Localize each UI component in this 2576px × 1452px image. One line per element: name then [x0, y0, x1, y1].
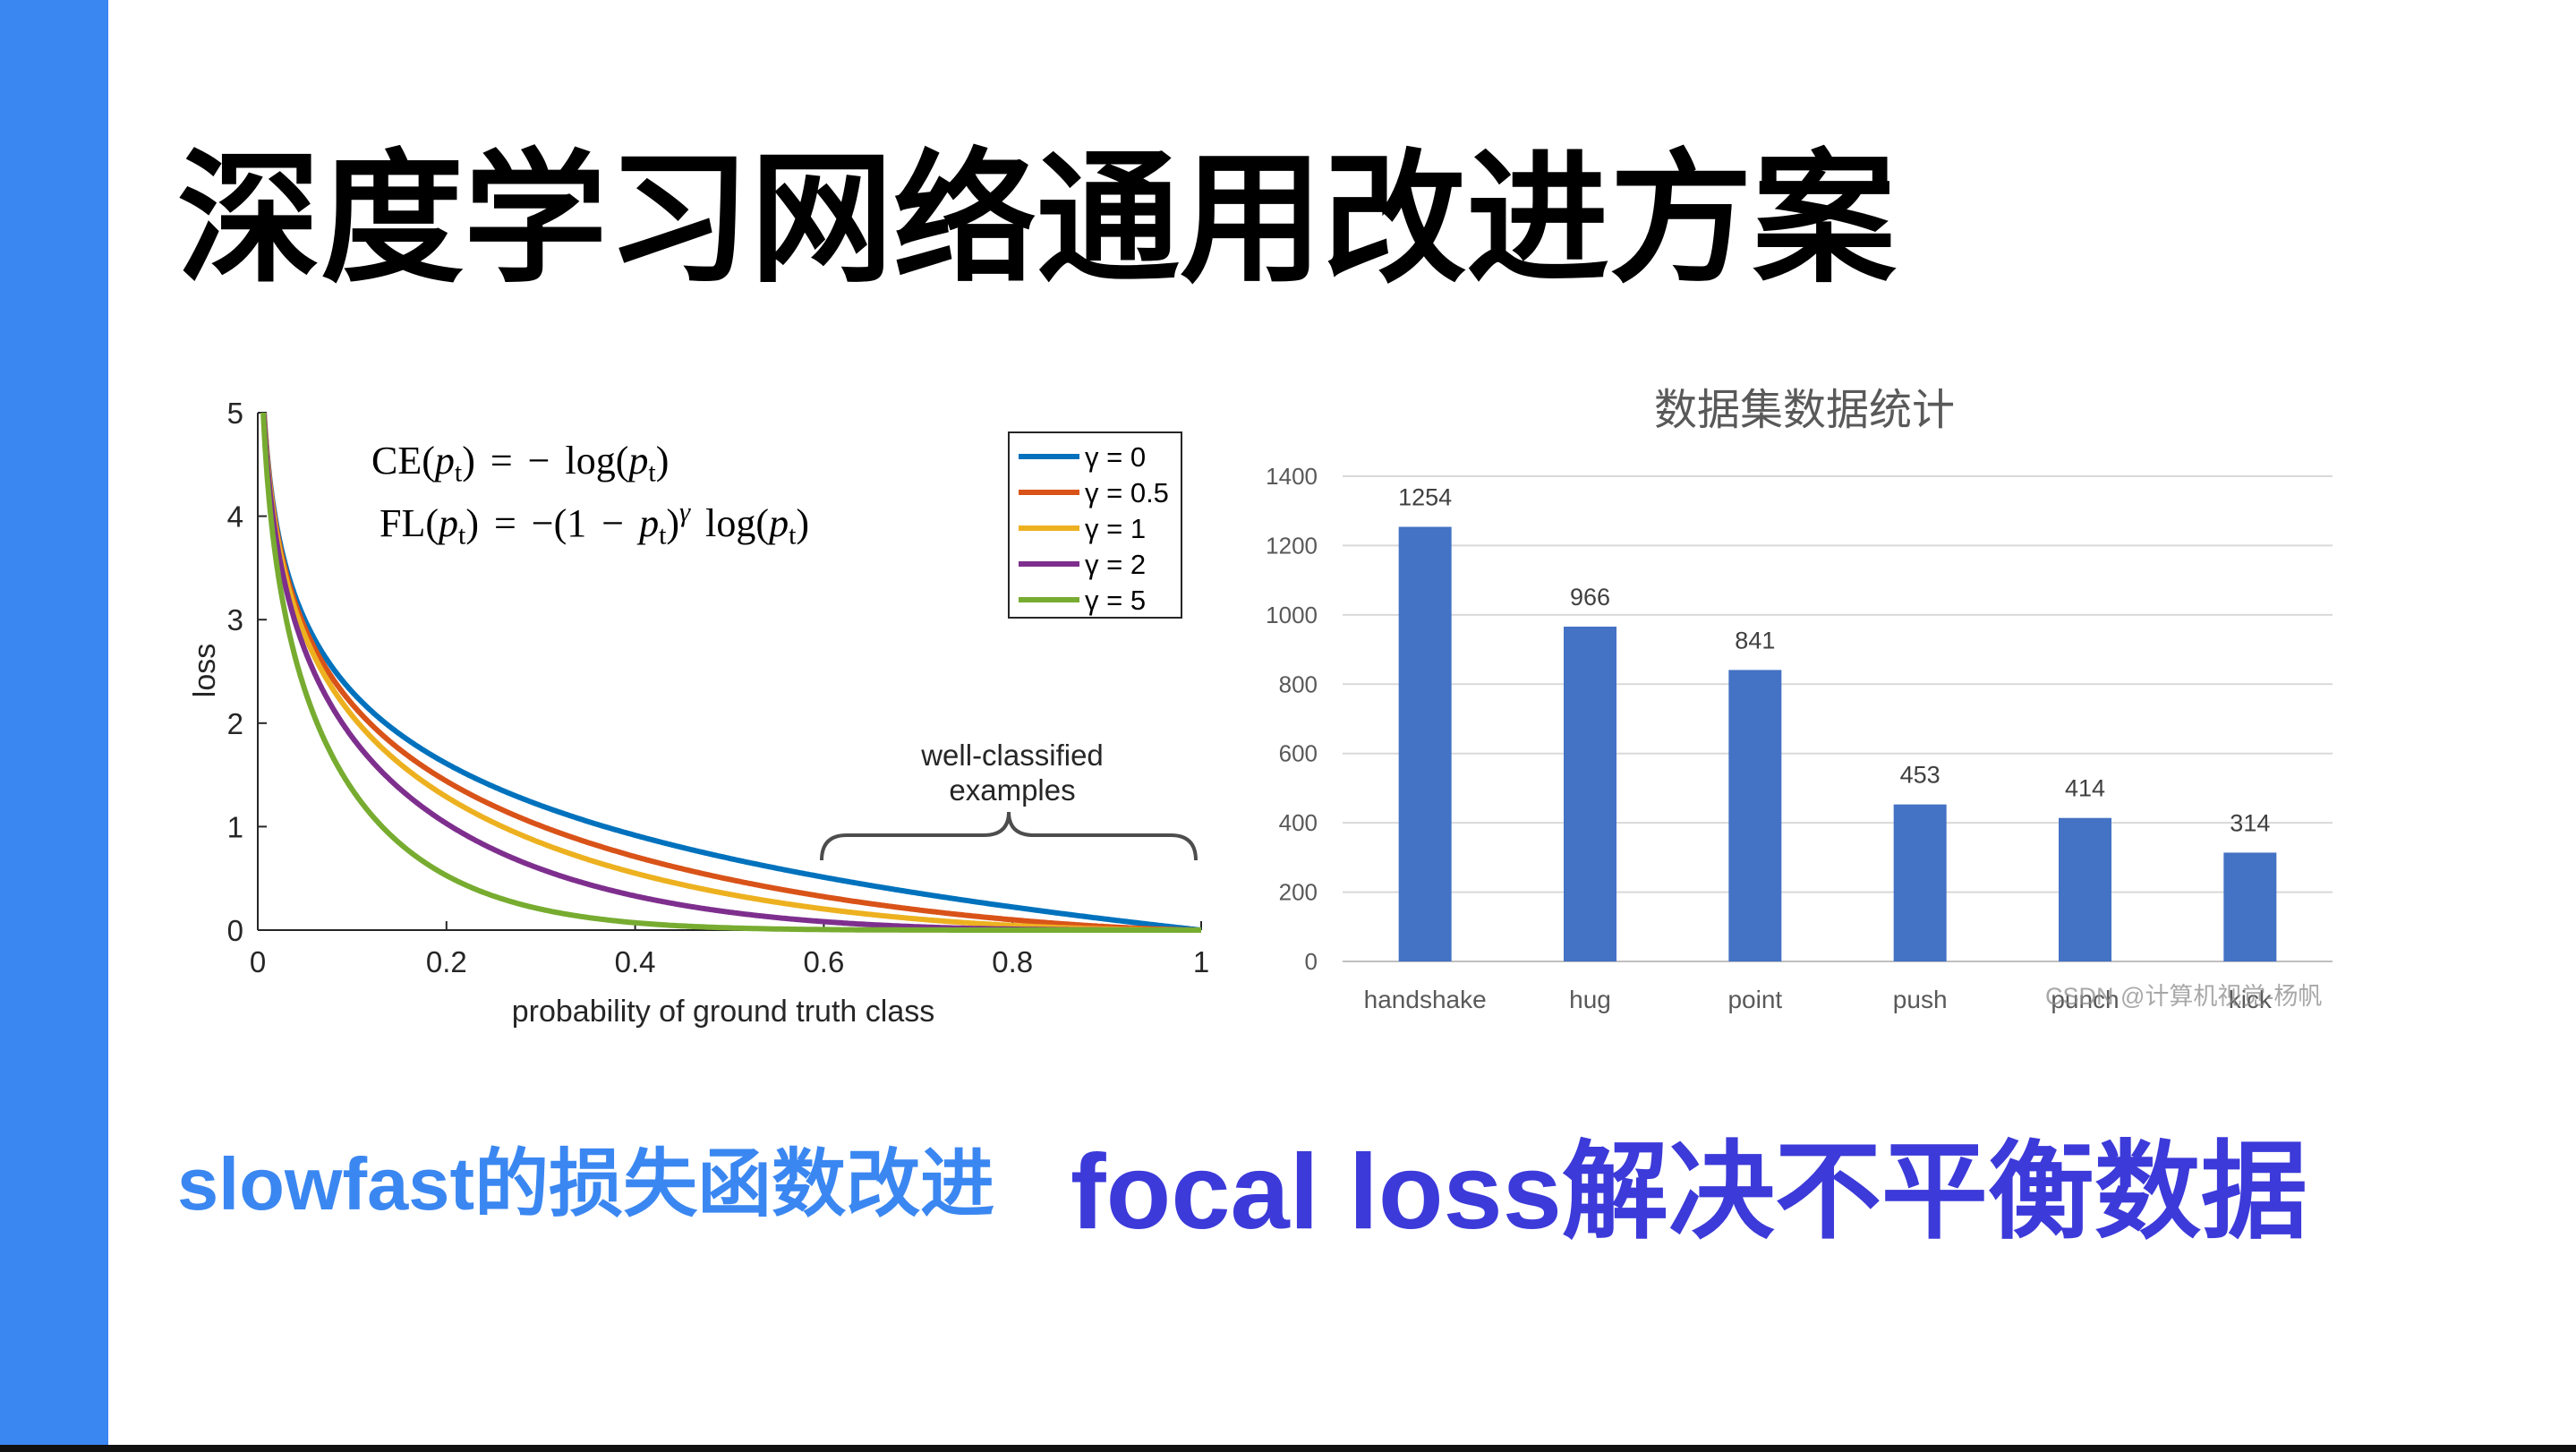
- y-tick-label: 2: [227, 707, 243, 740]
- y-axis-label: loss: [188, 644, 222, 697]
- legend-box: [1008, 431, 1182, 619]
- loss-curve-gamma-5: [260, 413, 1202, 933]
- formula-variable: p: [628, 439, 649, 483]
- x-tick-label: 0.8: [992, 945, 1033, 978]
- y-tick-label: 0: [1305, 948, 1318, 975]
- x-tick-label: 0.2: [426, 945, 467, 978]
- annotation-label: examples: [949, 773, 1075, 807]
- x-tick-label: 1: [1193, 945, 1209, 978]
- bar: [1564, 627, 1616, 961]
- data-label: 453: [1900, 762, 1941, 789]
- loss-curve-gamma-2: [260, 413, 1202, 933]
- data-label: 966: [1570, 584, 1610, 611]
- loss-curve-gamma-0-5: [260, 413, 1202, 933]
- y-tick-label: 1000: [1266, 602, 1318, 628]
- fl-formula: FL(pt) = −(1 − pt)γ log(pt): [380, 497, 810, 551]
- formula-subscript: t: [648, 457, 656, 488]
- x-tick-label: 0.4: [615, 945, 656, 978]
- bottom-rule: [0, 1445, 2576, 1452]
- bar: [1398, 526, 1452, 961]
- caption-focal-loss: focal loss解决不平衡数据: [1070, 1132, 2307, 1251]
- legend-label: γ = 5: [1085, 585, 1146, 616]
- y-tick-label: 1: [227, 810, 243, 843]
- formula-variable: p: [439, 501, 458, 545]
- y-tick-label: 0: [227, 914, 243, 947]
- watermark: CSDN @计算机视觉-杨帆: [2045, 983, 2322, 1010]
- y-tick-label: 600: [1279, 740, 1318, 767]
- y-tick-label: 5: [227, 397, 243, 430]
- accent-bar: [0, 0, 108, 1452]
- formula-subscript: t: [454, 457, 463, 488]
- chart-title: 数据集数据统计: [1654, 387, 1955, 434]
- formula-text: FL(: [380, 501, 439, 545]
- loss-curve-gamma-0: [261, 413, 1202, 933]
- formula-subscript: t: [659, 520, 667, 551]
- y-tick-label: 1200: [1266, 532, 1318, 559]
- annotation-label: well-classified: [920, 739, 1104, 772]
- category-label: push: [1893, 986, 1948, 1013]
- legend-label: γ = 1: [1085, 513, 1146, 544]
- y-tick-label: 1400: [1266, 463, 1318, 490]
- formula-text: ): [655, 439, 670, 483]
- bar: [1728, 670, 1782, 961]
- category-label: kick: [2229, 986, 2273, 1013]
- y-tick-label: 4: [227, 500, 243, 534]
- y-tick-label: 200: [1279, 879, 1318, 906]
- formula-text: CE(: [371, 439, 435, 483]
- loss-curve-gamma-1: [260, 413, 1202, 933]
- data-label: 1254: [1398, 484, 1452, 511]
- slide-title: 深度学习网络通用改进方案: [177, 135, 1897, 303]
- legend-label: γ = 2: [1085, 549, 1146, 580]
- bar: [2059, 817, 2111, 961]
- formula-text: ): [796, 501, 810, 545]
- x-axis-label: probability of ground truth class: [512, 995, 934, 1029]
- bar: [1893, 804, 1947, 961]
- formula-text: ) = − log(: [462, 439, 629, 483]
- formula-subscript: t: [458, 520, 466, 551]
- formula-variable: p: [769, 501, 789, 545]
- category-label: punch: [2051, 986, 2119, 1013]
- data-label: 414: [2065, 775, 2105, 802]
- category-label: handshake: [1364, 986, 1487, 1013]
- formula-text: log(: [690, 501, 770, 545]
- formula-text: ): [666, 501, 680, 545]
- ce-formula: CE(pt) = − log(pt): [371, 438, 670, 488]
- formula-superscript: γ: [679, 497, 691, 528]
- y-tick-label: 800: [1279, 670, 1318, 697]
- y-tick-label: 400: [1279, 809, 1318, 836]
- formula-variable: p: [434, 439, 455, 483]
- x-tick-label: 0.6: [803, 945, 844, 978]
- caption-slowfast-loss: slowfast的损失函数改进: [177, 1142, 995, 1226]
- data-label: 314: [2230, 809, 2270, 836]
- legend-label: γ = 0.5: [1085, 477, 1169, 508]
- annotation-brace: [820, 811, 1198, 861]
- formula-variable: p: [639, 501, 660, 545]
- bar: [2223, 852, 2277, 961]
- x-tick-label: 0: [250, 945, 266, 978]
- legend-label: γ = 0: [1085, 441, 1146, 473]
- y-tick-label: 3: [227, 603, 243, 636]
- category-label: hug: [1569, 986, 1611, 1013]
- formula-subscript: t: [789, 520, 797, 551]
- data-label: 841: [1735, 627, 1775, 653]
- category-label: point: [1727, 986, 1782, 1013]
- formula-text: ) = −(1 −: [465, 501, 640, 545]
